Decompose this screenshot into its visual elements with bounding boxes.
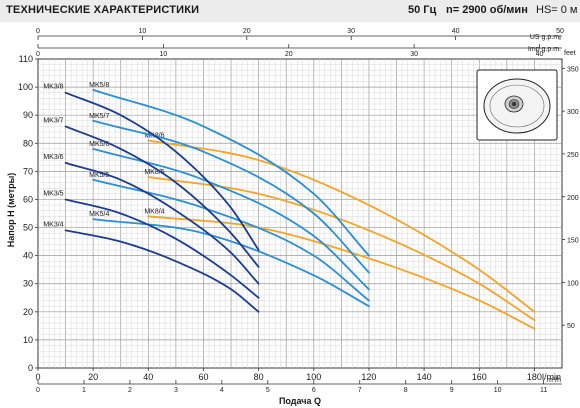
plot-area [37, 58, 563, 369]
m3h-tick-label: 10 [494, 387, 502, 394]
m3h-tick-label: 11 [540, 387, 547, 394]
impeller-rim [489, 84, 545, 128]
frequency-label: 50 Гц [408, 4, 437, 16]
us-gpm-tick-label: 30 [347, 28, 355, 35]
header-bar: ТЕХНИЧЕСКИЕ ХАРАКТЕРИСТИКИ 50 Гц n= 2900… [0, 0, 580, 22]
us-gpm-unit-label: US g.p.m. [530, 34, 561, 41]
x-tick-label: 140 [417, 372, 432, 382]
m3h-tick-label: 8 [404, 387, 408, 394]
impeller-shaft [512, 102, 516, 106]
x-tick-label: 180 [527, 372, 542, 382]
feet-tick-label: 250 [567, 152, 579, 159]
imp-gpm-unit-label: Imp g.p.m. [528, 46, 561, 53]
m3h-tick-label: 3 [174, 387, 178, 394]
curve-label-mk3-6: MK3/6 [43, 154, 63, 161]
hs-label: HS= 0 м [536, 4, 578, 16]
curve-mk3-8 [64, 91, 260, 251]
x-tick-label: 40 [143, 372, 153, 382]
curve-label-mk5-6: MK5/6 [89, 141, 109, 148]
curve-label-mk5-5: MK5/5 [89, 172, 109, 179]
feet-tick-label: 100 [567, 280, 579, 287]
curve-label-mk3-7: MK3/7 [43, 117, 63, 124]
y-tick-label: 40 [23, 251, 33, 261]
curve-label-mk5-4: MK5/4 [89, 211, 109, 218]
y-tick-label: 60 [23, 194, 33, 204]
m3h-tick-label: 7 [358, 387, 362, 394]
feet-unit-label: feet [564, 50, 576, 57]
curve-label-mk5-7: MK5/7 [89, 113, 109, 120]
curve-label-mk3-8: MK3/8 [43, 84, 63, 91]
top-axes: 0 10 20 30 40 50 0 10 20 30 40 US g.p.m. Imp g.p.m. [36, 28, 564, 58]
imp-gpm-tick-label: 20 [285, 51, 293, 58]
y-axis-right: 50 100 150 200 250 300 350 feet [562, 50, 579, 330]
x-tick-label: 60 [198, 372, 208, 382]
x-unit-label: l/min [542, 372, 561, 382]
y-tick-label: 110 [19, 54, 33, 64]
m3h-unit-label: m³/h [547, 377, 561, 384]
y-tick-label: 80 [23, 138, 33, 148]
y-tick-label: 30 [23, 279, 33, 289]
curve-mk3-7 [64, 125, 260, 268]
y-axis-title: Напор H (метры) [6, 173, 16, 248]
m3h-tick-label: 5 [266, 387, 270, 394]
x-tick-label: 160 [472, 372, 487, 382]
feet-tick-label: 350 [567, 66, 579, 73]
curve-mk5-7 [92, 119, 370, 274]
m3h-tick-label: 2 [128, 387, 132, 394]
y-tick-label: 0 [28, 363, 33, 373]
y-tick-label: 70 [23, 166, 33, 176]
us-gpm-tick-label: 40 [452, 28, 460, 35]
feet-tick-label: 200 [567, 195, 579, 202]
imp-gpm-tick-label: 0 [36, 51, 40, 58]
m3h-tick-label: 6 [312, 387, 316, 394]
curve-label-mk8-4: MK8/4 [144, 208, 164, 215]
feet-tick-label: 50 [567, 323, 575, 330]
curve-mk3-4 [64, 229, 260, 313]
us-gpm-tick-label: 20 [243, 28, 251, 35]
impeller-inset [476, 69, 558, 141]
x-tick-label: 20 [88, 372, 98, 382]
x-tick-label: 100 [306, 372, 321, 382]
x-tick-label: 0 [35, 372, 40, 382]
us-gpm-tick-label: 0 [36, 28, 40, 35]
curve-mk8-6 [147, 139, 536, 313]
curve-label-mk8-5: MK8/5 [144, 169, 164, 176]
page-title: ТЕХНИЧЕСКИЕ ХАРАКТЕРИСТИКИ [6, 4, 200, 16]
y-axis-left: 0 10 20 30 40 50 60 70 80 90 100 110 [18, 54, 38, 373]
curve-mk5-8 [92, 89, 370, 257]
y-tick-label: 10 [23, 335, 33, 345]
m3h-tick-label: 1 [82, 387, 86, 394]
y-tick-label: 20 [23, 307, 33, 317]
m3h-tick-label: 9 [450, 387, 454, 394]
feet-tick-label: 150 [567, 238, 579, 245]
curve-mk5-4 [92, 218, 370, 308]
curve-mk3-6 [64, 162, 260, 285]
x-tick-label: 120 [361, 372, 376, 382]
us-gpm-tick-label: 10 [138, 28, 146, 35]
imp-gpm-tick-label: 30 [410, 51, 418, 58]
curve-label-mk3-5: MK3/5 [43, 190, 63, 197]
curve-mk3-5 [64, 198, 260, 299]
x-axis-title: Подача Q [279, 396, 321, 406]
m3h-tick-label: 0 [36, 387, 40, 394]
curve-label-mk3-4: MK3/4 [43, 221, 63, 228]
y-tick-label: 90 [23, 110, 33, 120]
imp-gpm-tick-label: 40 [536, 51, 544, 58]
curve-label-mk5-8: MK5/8 [89, 82, 109, 89]
x-axis-bottom: 0 20 40 60 80 100 120 140 160 180 l/min 0 1 2 3 4 5 6 7 8 9 1… [35, 368, 562, 394]
y-tick-label: 50 [23, 223, 33, 233]
speed-label: n= 2900 об/мин [446, 4, 528, 16]
m3h-tick-label: 4 [220, 387, 224, 394]
imp-gpm-tick-label: 10 [159, 51, 167, 58]
y-tick-label: 100 [18, 82, 33, 92]
us-gpm-tick-label: 50 [556, 28, 564, 35]
chart-curves: MK8/6MK8/5MK8/4MK5/8MK5/7MK5/6MK5/5MK5/4… [43, 82, 536, 330]
feet-tick-label: 300 [567, 109, 579, 116]
x-tick-label: 80 [254, 372, 264, 382]
